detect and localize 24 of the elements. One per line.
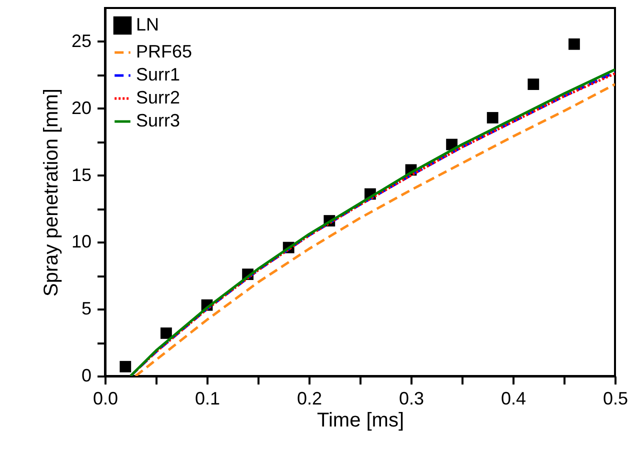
point [160,327,172,339]
legend-label: Surr2 [136,88,180,108]
point [528,78,540,90]
legend-label: PRF65 [136,42,192,62]
y-axis-title: Spray penetration [mm] [40,88,62,296]
y-tick-label: 20 [71,98,92,118]
x-tick-label: 0.2 [296,388,322,408]
x-tick-label: 0.4 [500,388,526,408]
legend-label: Surr3 [136,110,180,130]
y-tick-label: 0 [81,366,92,386]
y-tick-label: 10 [71,232,92,252]
y-tick-label: 15 [71,164,92,185]
point [120,360,132,372]
x-axis-title: Time [ms] [316,410,404,432]
legend-label: Surr1 [136,64,180,84]
y-tick-label: 5 [81,298,92,319]
point [486,112,498,124]
x-tick-label: 0.0 [92,388,118,408]
legend-label: LN [136,14,160,34]
y-tick-label: 25 [71,30,92,51]
x-tick-label: 0.1 [194,388,220,408]
x-tick-label: 0.5 [602,388,628,408]
point [568,38,580,50]
x-tick-label: 0.3 [398,388,424,408]
